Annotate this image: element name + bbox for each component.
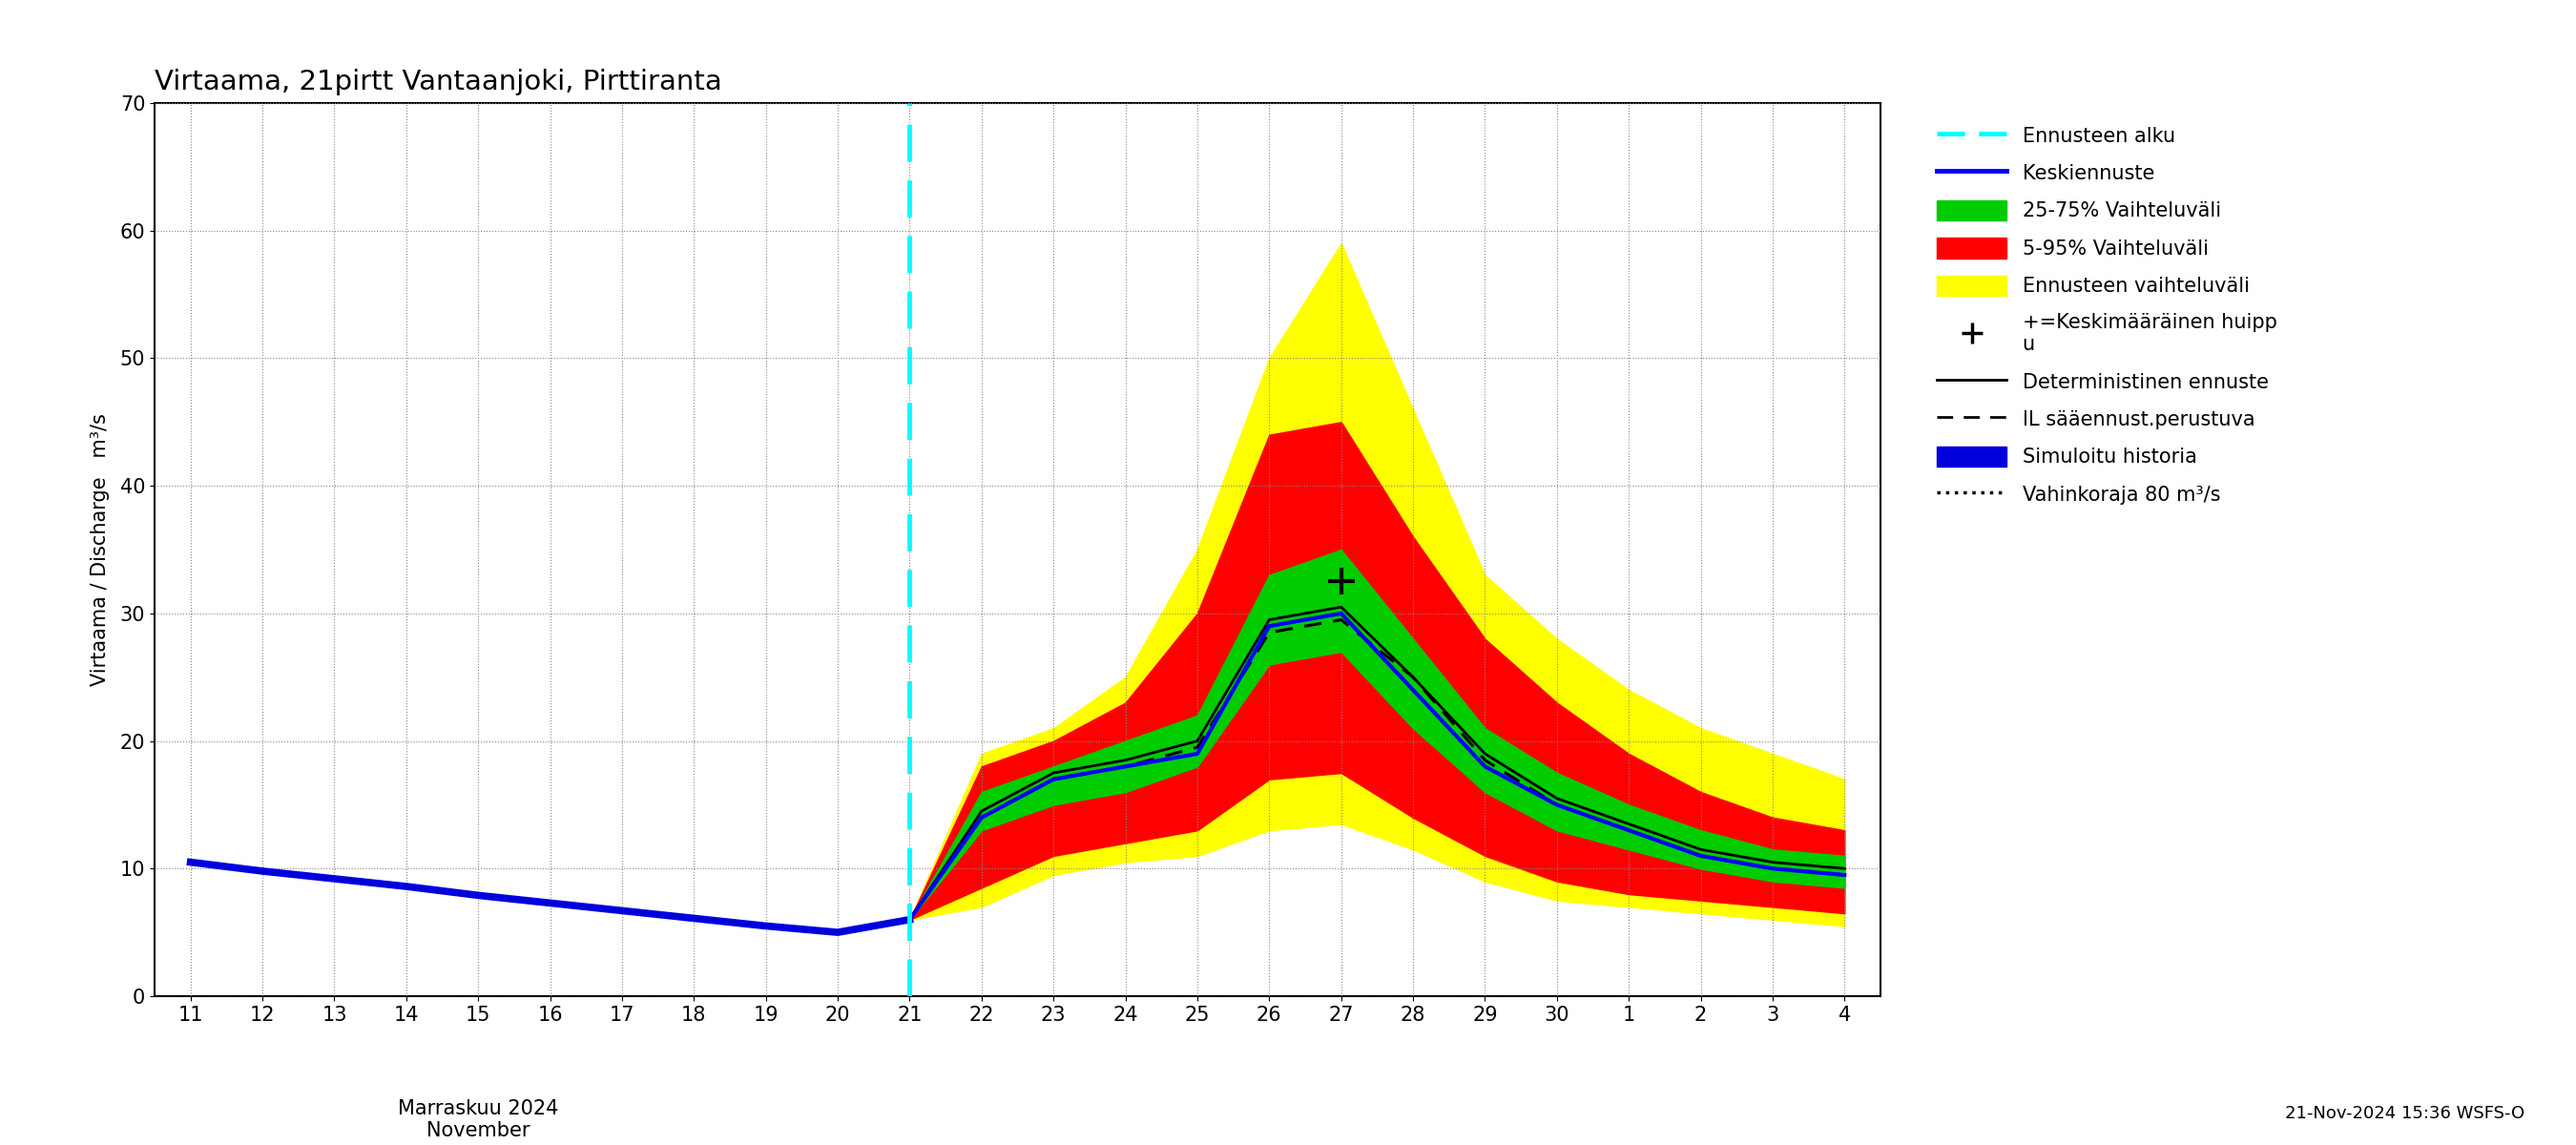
Text: Virtaama, 21pirtt Vantaanjoki, Pirttiranta: Virtaama, 21pirtt Vantaanjoki, Pirttiran… [155,69,721,95]
Text: 21-Nov-2024 15:36 WSFS-O: 21-Nov-2024 15:36 WSFS-O [2285,1105,2524,1122]
Legend: Ennusteen alku, Keskiennuste, 25-75% Vaihteluväli, 5-95% Vaihteluväli, Ennusteen: Ennusteen alku, Keskiennuste, 25-75% Vai… [1924,113,2290,516]
Text: Marraskuu 2024
November: Marraskuu 2024 November [397,1099,559,1140]
Y-axis label: Virtaama / Discharge   m³/s: Virtaama / Discharge m³/s [90,413,108,686]
